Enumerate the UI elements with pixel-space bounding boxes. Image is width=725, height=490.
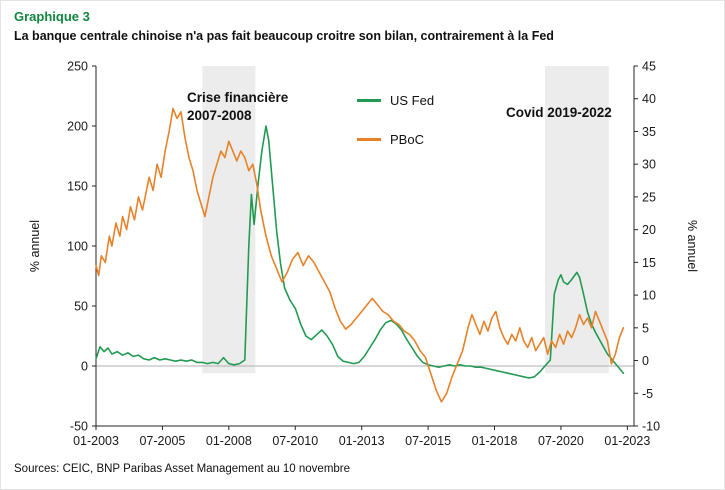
x-axis-tick-label: 01-2013 — [339, 434, 385, 448]
left-axis-tick-label: 150 — [67, 180, 88, 194]
chart-legend: US Fed PBoC — [357, 93, 434, 147]
right-axis-tick-label: 35 — [642, 125, 656, 139]
legend-item: US Fed — [357, 93, 434, 108]
right-axis-tick-label: -10 — [642, 420, 660, 434]
right-axis-tick-label: 20 — [642, 223, 656, 237]
x-axis-tick-label: 01-2023 — [604, 434, 650, 448]
legend-label: US Fed — [390, 93, 435, 108]
left-axis-tick-label: 200 — [67, 120, 88, 134]
series-line-pboc — [95, 107, 625, 403]
legend-label: PBoC — [390, 132, 424, 147]
x-axis-tick-label: 01-2003 — [73, 434, 119, 448]
right-axis-tick-label: 40 — [642, 92, 656, 106]
right-axis-tick-label: 10 — [642, 289, 656, 303]
right-axis-tick-label: -5 — [642, 387, 653, 401]
right-axis-tick-label: 30 — [642, 158, 656, 172]
x-axis-tick-label: 07-2020 — [538, 434, 584, 448]
legend-item: PBoC — [357, 132, 434, 147]
legend-line-swatch — [357, 99, 381, 102]
left-axis-tick-label: 250 — [67, 60, 88, 74]
x-axis-tick-label: 01-2008 — [206, 434, 252, 448]
annotation-covid: Covid 2019-2022 — [506, 105, 612, 120]
x-axis-tick-label: 07-2015 — [405, 434, 451, 448]
right-axis-tick-label: 5 — [642, 321, 649, 335]
x-axis-tick-label: 07-2005 — [139, 434, 185, 448]
sources-note: Sources: CEIC, BNP Paribas Asset Managem… — [14, 463, 351, 475]
left-axis-tick-label: -50 — [70, 420, 88, 434]
right-axis-tick-label: 45 — [642, 60, 656, 74]
x-axis-tick-label: 07-2010 — [272, 434, 318, 448]
annotation-financial-crisis: Crise financière 2007-2008 — [187, 90, 289, 124]
right-axis-tick-label: 0 — [642, 354, 649, 368]
left-axis-tick-label: 0 — [81, 360, 88, 374]
figure-kicker: Graphique 3 — [14, 9, 90, 24]
left-axis-tick-label: 100 — [67, 240, 88, 254]
left-axis-tick-label: 50 — [74, 300, 88, 314]
right-axis-tick-label: 25 — [642, 190, 656, 204]
x-axis-tick-label: 01-2018 — [472, 434, 518, 448]
legend-line-swatch — [357, 138, 381, 141]
chart-canvas: -50050100150200250-10-505101520253035404… — [67, 60, 660, 449]
right-axis-tick-label: 15 — [642, 256, 656, 270]
figure-title: La banque centrale chinoise n'a pas fait… — [14, 29, 554, 43]
series-line-us-fed — [95, 125, 625, 379]
